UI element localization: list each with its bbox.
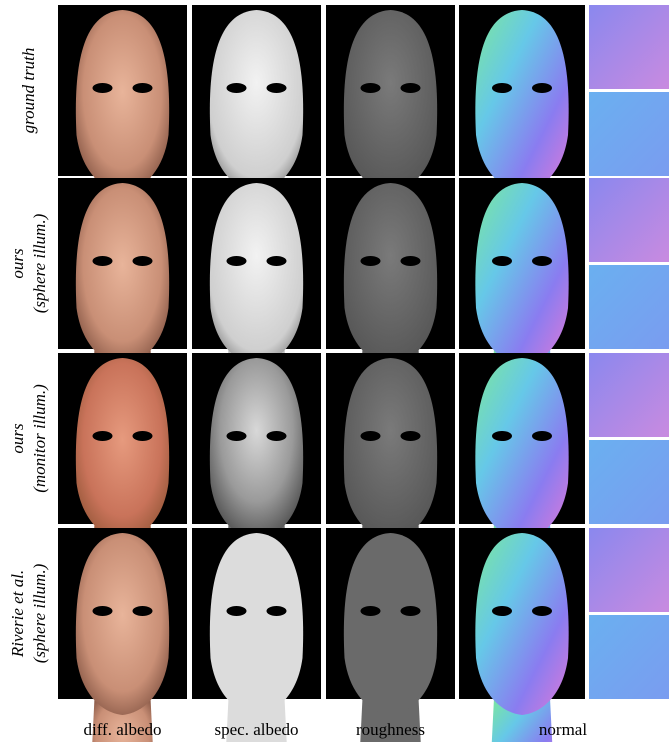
face-image: [344, 533, 437, 742]
normal-crop: [589, 92, 669, 176]
row-label-line: (monitor illum.): [30, 384, 49, 493]
row-label: ours(sphere illum.): [8, 213, 49, 313]
column-label: normal: [539, 720, 587, 739]
image-grid: [58, 5, 669, 742]
row-label-line: ours: [8, 423, 27, 454]
row-label-line: (sphere illum.): [30, 563, 49, 663]
column-label: roughness: [356, 720, 425, 739]
row-label-line: Riverie et al.: [8, 570, 27, 658]
normal-crop: [589, 178, 669, 262]
row-label-line: ours: [8, 248, 27, 279]
row-label: ours(monitor illum.): [8, 384, 49, 493]
normal-crop: [589, 528, 669, 612]
face-image: [76, 533, 169, 742]
column-label: diff. albedo: [83, 720, 161, 739]
normal-crop: [589, 5, 669, 89]
face-image: [475, 533, 568, 742]
figure: ground truthours(sphere illum.)ours(moni…: [0, 0, 669, 742]
normal-crop: [589, 265, 669, 349]
row-label: Riverie et al.(sphere illum.): [8, 563, 49, 663]
face-image: [210, 533, 303, 742]
normal-crop: [589, 353, 669, 437]
column-label: spec. albedo: [214, 720, 298, 739]
row-label-line: ground truth: [19, 48, 38, 134]
normal-crop: [589, 615, 669, 699]
row-label: ground truth: [19, 48, 38, 134]
normal-crop: [589, 440, 669, 524]
row-label-line: (sphere illum.): [30, 213, 49, 313]
